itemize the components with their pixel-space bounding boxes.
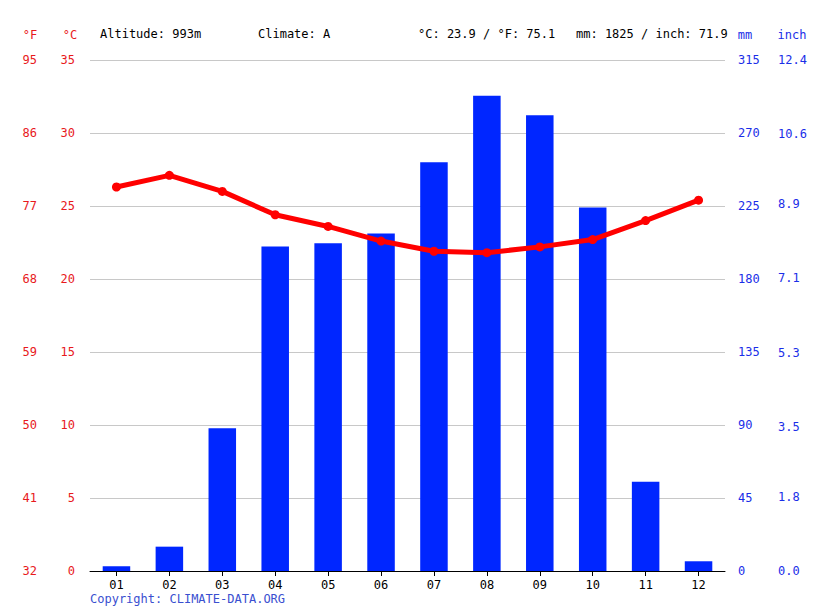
svg-text:05: 05 [321,578,335,592]
svg-text:41: 41 [23,491,37,505]
svg-text:86: 86 [23,126,37,140]
svg-text:15: 15 [61,345,75,359]
svg-text:12.4: 12.4 [778,53,807,67]
svg-text:8.9: 8.9 [778,197,800,211]
svg-text:270: 270 [738,126,760,140]
svg-text:3.5: 3.5 [778,420,800,434]
svg-text:°F: °F [23,28,37,42]
svg-text:5.3: 5.3 [778,346,800,360]
svg-text:0.0: 0.0 [778,564,800,578]
svg-text:08: 08 [480,578,494,592]
svg-text:90: 90 [738,418,752,432]
svg-text:0: 0 [738,564,745,578]
svg-text:0: 0 [68,564,75,578]
svg-text:135: 135 [738,345,760,359]
svg-text:mm: 1825 / inch: 71.9: mm: 1825 / inch: 71.9 [576,27,728,41]
svg-text:59: 59 [23,345,37,359]
svg-text:03: 03 [215,578,229,592]
svg-text:inch: inch [778,28,807,42]
svg-text:20: 20 [61,272,75,286]
svg-text:02: 02 [162,578,176,592]
svg-text:315: 315 [738,53,760,67]
svg-text:10: 10 [61,418,75,432]
svg-text:06: 06 [374,578,388,592]
svg-text:10.6: 10.6 [778,127,807,141]
svg-text:04: 04 [268,578,282,592]
svg-text:68: 68 [23,272,37,286]
svg-text:11: 11 [638,578,652,592]
svg-text:25: 25 [61,199,75,213]
svg-text:77: 77 [23,199,37,213]
svg-text:95: 95 [23,53,37,67]
svg-text:Altitude: 993m: Altitude: 993m [100,27,201,41]
svg-text:01: 01 [109,578,123,592]
svg-text:7.1: 7.1 [778,271,800,285]
svg-text:mm: mm [738,28,752,42]
svg-text:180: 180 [738,272,760,286]
svg-text:225: 225 [738,199,760,213]
svg-text:50: 50 [23,418,37,432]
svg-text:1.8: 1.8 [778,490,800,504]
svg-text:09: 09 [533,578,547,592]
svg-text:Copyright: CLIMATE-DATA.ORG: Copyright: CLIMATE-DATA.ORG [90,592,285,606]
svg-text:Climate: A: Climate: A [258,27,331,41]
svg-text:07: 07 [427,578,441,592]
svg-text:°C: 23.9 / °F: 75.1: °C: 23.9 / °F: 75.1 [418,27,555,41]
svg-text:45: 45 [738,491,752,505]
svg-text:12: 12 [691,578,705,592]
svg-text:°C: °C [63,28,77,42]
svg-text:5: 5 [68,491,75,505]
svg-text:35: 35 [61,53,75,67]
svg-text:10: 10 [585,578,599,592]
svg-text:30: 30 [61,126,75,140]
svg-text:32: 32 [23,564,37,578]
